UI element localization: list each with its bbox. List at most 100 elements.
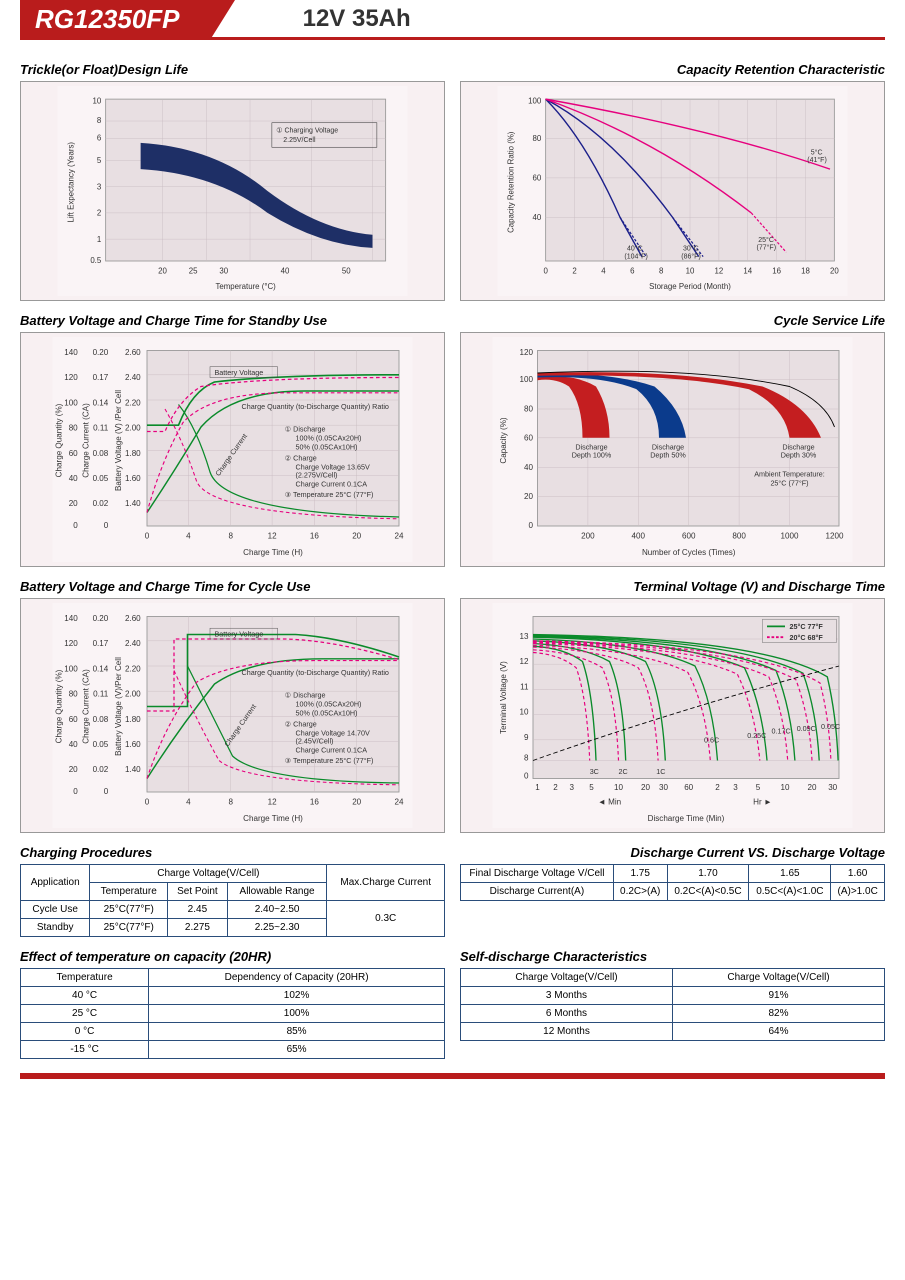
svg-text:2: 2 — [553, 783, 558, 792]
svg-text:0: 0 — [529, 521, 534, 530]
svg-text:4: 4 — [186, 532, 191, 541]
svg-text:13: 13 — [520, 632, 529, 641]
chart-cycle-charge: Battery Voltage and Charge Time for Cycl… — [20, 579, 445, 833]
svg-text:25°C: 25°C — [758, 236, 774, 244]
svg-text:30: 30 — [219, 266, 228, 275]
svg-text:0.17: 0.17 — [93, 373, 109, 382]
svg-text:0.14: 0.14 — [93, 398, 109, 407]
table-row: 12 Months64% — [461, 1023, 885, 1041]
svg-text:0.5: 0.5 — [90, 256, 102, 265]
svg-text:0.08: 0.08 — [93, 715, 109, 724]
svg-text:60: 60 — [69, 449, 78, 458]
svg-text:25°C 77°F: 25°C 77°F — [790, 622, 824, 631]
svg-text:100: 100 — [520, 375, 534, 384]
svg-text:8: 8 — [228, 798, 233, 807]
svg-text:3: 3 — [97, 182, 102, 191]
svg-text:8: 8 — [659, 266, 664, 275]
svg-text:60: 60 — [69, 715, 78, 724]
svg-text:Storage Period (Month): Storage Period (Month) — [649, 282, 731, 291]
svg-text:③ Temperature 25°C (77°F): ③ Temperature 25°C (77°F) — [285, 490, 374, 499]
svg-text:40: 40 — [533, 213, 542, 222]
svg-text:100% (0.05CAx20H): 100% (0.05CAx20H) — [296, 434, 362, 443]
svg-text:(86°F): (86°F) — [681, 252, 701, 260]
svg-text:③ Temperature 25°C (77°F): ③ Temperature 25°C (77°F) — [285, 756, 374, 765]
svg-text:60: 60 — [524, 434, 533, 443]
svg-text:20: 20 — [830, 266, 839, 275]
svg-text:2: 2 — [97, 209, 101, 218]
svg-text:40: 40 — [281, 266, 290, 275]
svg-text:3C: 3C — [590, 767, 599, 776]
chart-title: Battery Voltage and Charge Time for Stan… — [20, 313, 445, 328]
svg-text:8: 8 — [228, 532, 233, 541]
svg-text:0.11: 0.11 — [93, 424, 109, 433]
chart-title: Terminal Voltage (V) and Discharge Time — [460, 579, 885, 594]
svg-text:① Charging Voltage: ① Charging Voltage — [276, 126, 338, 134]
svg-text:20: 20 — [69, 499, 78, 508]
svg-text:0.05: 0.05 — [93, 740, 109, 749]
svg-text:140: 140 — [64, 614, 78, 623]
svg-text:20: 20 — [641, 783, 650, 792]
datasheet-page: RG12350FP 12V 35Ah Trickle(or Float)Desi… — [0, 0, 905, 1099]
svg-text:Battery Voltage (V) /Per Cell: Battery Voltage (V) /Per Cell — [114, 390, 123, 491]
svg-text:12: 12 — [520, 657, 529, 666]
svg-text:0: 0 — [73, 787, 78, 796]
svg-text:30°C: 30°C — [683, 245, 699, 253]
svg-text:400: 400 — [632, 532, 646, 541]
svg-text:600: 600 — [682, 532, 696, 541]
svg-text:60: 60 — [533, 174, 542, 183]
table-row: Cycle Use 25°C(77°F) 2.45 2.40~2.50 0.3C — [21, 901, 445, 919]
svg-text:100: 100 — [64, 664, 78, 673]
svg-text:(77°F): (77°F) — [757, 244, 777, 252]
svg-text:1.40: 1.40 — [125, 765, 141, 774]
svg-text:(2.275V/Cell): (2.275V/Cell) — [296, 470, 338, 479]
table-charging-procedures: Charging Procedures Application Charge V… — [20, 845, 445, 937]
svg-text:Charge Quantity (%): Charge Quantity (%) — [55, 669, 64, 743]
table-row: 25 °C100% — [21, 1005, 445, 1023]
svg-text:0: 0 — [145, 798, 150, 807]
svg-text:◄ Min: ◄ Min — [598, 798, 621, 807]
model-badge: RG12350FP — [20, 0, 210, 39]
svg-text:Battery Voltage: Battery Voltage — [215, 629, 264, 638]
svg-text:0.05: 0.05 — [93, 474, 109, 483]
svg-text:2.60: 2.60 — [125, 614, 141, 623]
svg-text:40: 40 — [524, 463, 533, 472]
svg-text:2.25V/Cell: 2.25V/Cell — [283, 137, 316, 144]
svg-text:0.02: 0.02 — [93, 499, 109, 508]
svg-text:② Charge: ② Charge — [285, 453, 317, 462]
svg-text:20°C 68°F: 20°C 68°F — [790, 633, 824, 642]
svg-text:2.40: 2.40 — [125, 373, 141, 382]
svg-text:16: 16 — [310, 532, 319, 541]
svg-text:20: 20 — [808, 783, 817, 792]
svg-text:1C: 1C — [656, 767, 665, 776]
svg-text:Temperature (°C): Temperature (°C) — [215, 282, 276, 291]
svg-text:Depth 50%: Depth 50% — [650, 451, 686, 460]
chart-capacity-retention: Capacity Retention Characteristic — [460, 62, 885, 301]
svg-text:Charge Current 0.1CA: Charge Current 0.1CA — [296, 745, 368, 754]
table-row: -15 °C65% — [21, 1041, 445, 1059]
table-self-discharge: Self-discharge Characteristics Charge Vo… — [460, 949, 885, 1059]
table-title: Self-discharge Characteristics — [460, 949, 885, 964]
svg-text:9: 9 — [524, 733, 529, 742]
svg-text:20: 20 — [352, 532, 361, 541]
svg-text:12: 12 — [268, 798, 277, 807]
svg-text:2.60: 2.60 — [125, 348, 141, 357]
table-row: 6 Months82% — [461, 1005, 885, 1023]
svg-text:1.60: 1.60 — [125, 474, 141, 483]
svg-text:6: 6 — [630, 266, 635, 275]
svg-text:Capacity Retention Ratio (%): Capacity Retention Ratio (%) — [506, 131, 515, 233]
svg-text:30: 30 — [659, 783, 668, 792]
svg-text:80: 80 — [533, 134, 542, 143]
svg-text:② Charge: ② Charge — [285, 719, 317, 728]
svg-text:6: 6 — [97, 133, 102, 142]
svg-text:1: 1 — [97, 235, 101, 244]
svg-text:Lift Expectancy (Years): Lift Expectancy (Years) — [66, 142, 75, 223]
svg-text:24: 24 — [395, 532, 404, 541]
svg-text:0.05C: 0.05C — [821, 722, 840, 731]
svg-text:60: 60 — [684, 783, 693, 792]
svg-text:Depth 30%: Depth 30% — [781, 451, 817, 460]
svg-text:0.08: 0.08 — [93, 449, 109, 458]
svg-text:0: 0 — [543, 266, 548, 275]
table-row: 3 Months91% — [461, 987, 885, 1005]
svg-text:Charge Time (H): Charge Time (H) — [243, 548, 303, 557]
svg-text:18: 18 — [801, 266, 810, 275]
